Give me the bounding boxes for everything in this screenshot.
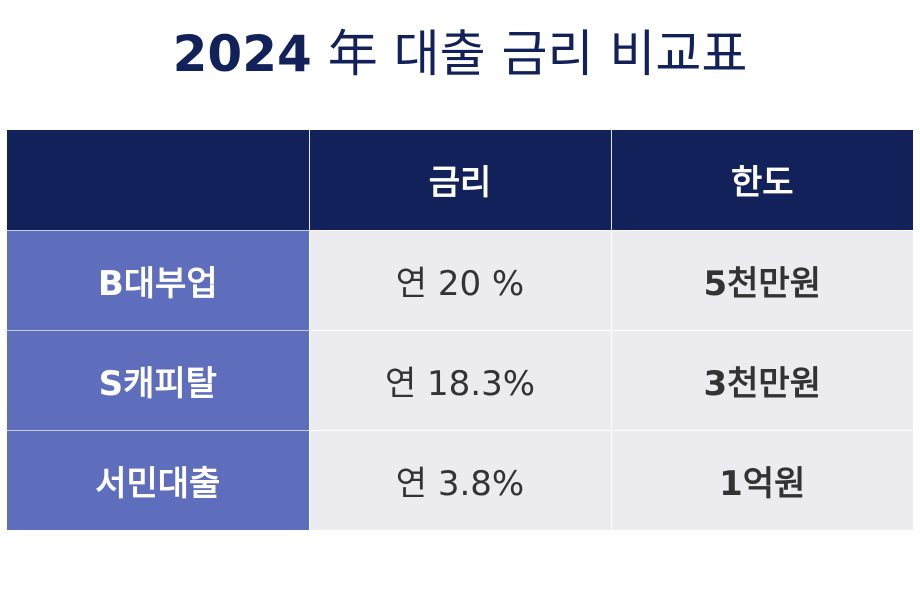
header-corner-cell bbox=[7, 130, 309, 230]
table-row: B대부업 연 20 % 5천만원 bbox=[7, 229, 913, 330]
row-label: S캐피탈 bbox=[7, 329, 309, 430]
rate-cell: 연 20 % bbox=[308, 229, 611, 330]
page-title: 2024 年 대출 금리 비교표 bbox=[0, 18, 920, 90]
row-label: 서민대출 bbox=[7, 429, 309, 530]
title-text: 年 대출 금리 비교표 bbox=[327, 25, 748, 83]
rate-cell: 연 18.3% bbox=[308, 329, 611, 430]
limit-cell: 5천만원 bbox=[610, 229, 913, 330]
header-limit: 한도 bbox=[610, 130, 913, 230]
title-year: 2024 bbox=[172, 25, 312, 83]
table-header-row: 금리 한도 bbox=[7, 130, 913, 230]
limit-cell: 1억원 bbox=[610, 429, 913, 530]
table-row: 서민대출 연 3.8% 1억원 bbox=[7, 429, 913, 530]
row-label: B대부업 bbox=[7, 229, 309, 330]
rate-cell: 연 3.8% bbox=[308, 429, 611, 530]
header-rate: 금리 bbox=[308, 130, 611, 230]
table-row: S캐피탈 연 18.3% 3천만원 bbox=[7, 329, 913, 430]
limit-cell: 3천만원 bbox=[610, 329, 913, 430]
loan-rate-comparison-table: 금리 한도 B대부업 연 20 % 5천만원 S캐피탈 연 18.3% 3천만원… bbox=[7, 130, 913, 530]
